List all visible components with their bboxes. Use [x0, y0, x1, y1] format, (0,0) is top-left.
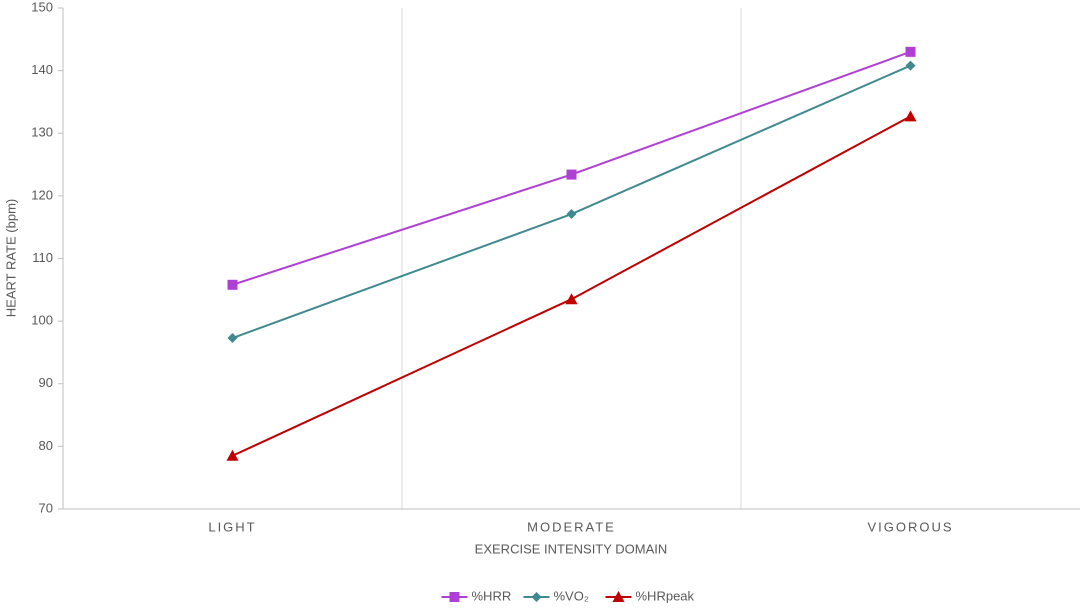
data-point — [565, 293, 578, 305]
legend-marker — [531, 592, 542, 602]
y-axis-label: HEART RATE (bpm) — [3, 199, 18, 317]
legend-marker — [612, 591, 625, 602]
y-tick-label: 110 — [32, 250, 53, 265]
data-point — [566, 209, 577, 220]
y-tick-label: 80 — [39, 438, 53, 453]
data-point — [566, 169, 577, 180]
legend-label: %VO₂ — [554, 588, 589, 603]
y-tick-label: 140 — [31, 62, 53, 77]
legend-marker — [449, 592, 460, 602]
legend-label: %HRR — [472, 588, 512, 603]
y-tick-label: 90 — [39, 375, 53, 390]
data-point — [905, 46, 916, 57]
y-tick-label: 120 — [31, 187, 53, 202]
y-tick-label: 70 — [39, 500, 53, 515]
x-tick-label: LIGHT — [208, 519, 256, 534]
x-tick-label: MODERATE — [527, 519, 616, 534]
x-axis-label: EXERCISE INTENSITY DOMAIN — [475, 541, 668, 556]
series-line — [232, 115, 911, 457]
series-line — [232, 50, 911, 286]
data-point — [226, 449, 239, 461]
y-tick-label: 100 — [31, 313, 53, 328]
data-point — [905, 60, 916, 71]
y-tick-label: 150 — [31, 0, 53, 14]
data-point — [227, 279, 238, 290]
legend-label: %HRpeak — [636, 588, 695, 603]
y-tick-label: 130 — [31, 125, 53, 140]
x-tick-label: VIGOROUS — [867, 519, 953, 534]
data-point — [904, 110, 917, 122]
data-point — [227, 333, 238, 344]
